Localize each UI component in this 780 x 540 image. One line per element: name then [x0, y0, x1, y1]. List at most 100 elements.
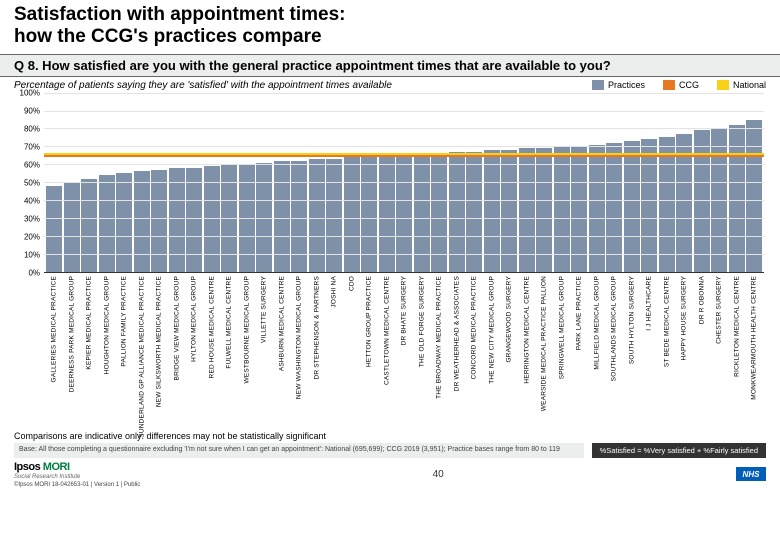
- bar: [624, 141, 640, 272]
- x-label-text: DR BHATE SURGERY: [401, 276, 408, 345]
- x-label-text: CHESTER SURGERY: [716, 276, 723, 344]
- bar: [134, 171, 150, 271]
- legend-swatch-practices: [592, 80, 604, 90]
- x-label: CDO: [344, 276, 360, 428]
- x-label: SOUTH HYLTON SURGERY: [624, 276, 640, 428]
- x-label: BRIDGE VIEW MEDICAL GROUP: [169, 276, 185, 428]
- bar: [169, 168, 185, 272]
- mori-word: MORI: [43, 461, 70, 473]
- x-label: ST BEDE MEDICAL CENTRE: [659, 276, 675, 428]
- national-line: [44, 153, 764, 155]
- x-label-text: SPRINGWELL MEDICAL GROUP: [558, 276, 565, 379]
- x-label: GALLERIES MEDICAL PRACTICE: [46, 276, 62, 428]
- x-label: ASHBURN MEDICAL CENTRE: [274, 276, 290, 428]
- y-tick: 80%: [24, 124, 40, 133]
- x-label: SPRINGWELL MEDICAL GROUP: [554, 276, 570, 428]
- x-label: THE BROADWAY MEDICAL PRACTICE: [431, 276, 447, 428]
- chart: 0%10%20%30%40%50%60%70%80%90%100% GALLER…: [14, 93, 766, 428]
- x-label: HOUGHTON MEDICAL GROUP: [99, 276, 115, 428]
- y-tick: 90%: [24, 106, 40, 115]
- page-title: Satisfaction with appointment times:how …: [14, 4, 766, 48]
- branding: Ipsos MORI Social Research Institute ©Ip…: [14, 461, 140, 488]
- x-label-text: HYLTON MEDICAL GROUP: [191, 276, 198, 362]
- bar: [659, 137, 675, 271]
- x-label-text: MONKWEARMOUTH HEALTH CENTRE: [751, 276, 758, 400]
- sri-label: Social Research Institute: [14, 474, 140, 480]
- x-label-text: THE NEW CITY MEDICAL GROUP: [488, 276, 495, 384]
- bar: [99, 175, 115, 272]
- satisfied-note: %Satisfied = %Very satisfied + %Fairly s…: [592, 443, 766, 458]
- nhs-logo: NHS: [736, 467, 766, 481]
- x-label-text: HERRINGTON MEDICAL CENTRE: [523, 276, 530, 384]
- x-label: RICKLETON MEDICAL CENTRE: [729, 276, 745, 428]
- gridline: [44, 111, 764, 112]
- x-label: THE OLD FORGE SURGERY: [414, 276, 430, 428]
- x-label: I J HEALTHCARE: [641, 276, 657, 428]
- bar: [116, 173, 132, 271]
- bar: [151, 170, 167, 272]
- bar: [81, 179, 97, 272]
- x-label-text: NEW WASHINGTON MEDICAL GROUP: [296, 276, 303, 399]
- legend-ccg: CCG: [663, 80, 699, 90]
- x-label-text: BRIDGE VIEW MEDICAL GROUP: [173, 276, 180, 380]
- x-label-text: VILLETTE SURGERY: [261, 276, 268, 343]
- x-label-text: SUNDERLAND GP ALLIANCE MEDICAL PRACTICE: [138, 276, 145, 438]
- x-label-text: ASHBURN MEDICAL CENTRE: [278, 276, 285, 371]
- gridline: [44, 182, 764, 183]
- x-label: HERRINGTON MEDICAL CENTRE: [519, 276, 535, 428]
- footer-row: Base: All those completing a questionnai…: [0, 443, 780, 458]
- bottom-bar: Ipsos MORI Social Research Institute ©Ip…: [0, 458, 780, 488]
- y-tick: 50%: [24, 178, 40, 187]
- bar: [64, 182, 80, 272]
- bar: [641, 139, 657, 271]
- x-label-text: FULWELL MEDICAL CENTRE: [226, 276, 233, 369]
- x-label: NEW WASHINGTON MEDICAL GROUP: [291, 276, 307, 428]
- x-label-text: THE BROADWAY MEDICAL PRACTICE: [436, 276, 443, 399]
- bar: [46, 186, 62, 272]
- legend-swatch-national: [717, 80, 729, 90]
- x-label: WEARSIDE MEDICAL PRACTICE PALLION: [536, 276, 552, 428]
- subtitle-row: Percentage of patients saying they are '…: [0, 77, 780, 93]
- x-labels: GALLERIES MEDICAL PRACTICEDEERNESS PARK …: [44, 276, 764, 428]
- x-label-text: GRANGEWOOD SURGERY: [506, 276, 513, 363]
- legend-label-ccg: CCG: [679, 80, 699, 90]
- y-tick: 100%: [20, 88, 40, 97]
- gridline: [44, 128, 764, 129]
- plot-area: [44, 93, 764, 273]
- x-label-text: THE OLD FORGE SURGERY: [418, 276, 425, 367]
- x-label: CASTLETOWN MEDICAL CENTRE: [379, 276, 395, 428]
- y-tick: 60%: [24, 160, 40, 169]
- x-label-text: PARK LANE PRACTICE: [576, 276, 583, 350]
- y-tick: 20%: [24, 232, 40, 241]
- x-label: HAPPY HOUSE SURGERY: [676, 276, 692, 428]
- y-tick: 70%: [24, 142, 40, 151]
- x-label-text: I J HEALTHCARE: [646, 276, 653, 331]
- y-tick: 10%: [24, 250, 40, 259]
- x-label-text: CDO: [348, 276, 355, 291]
- gridline: [44, 200, 764, 201]
- x-label-text: WEARSIDE MEDICAL PRACTICE PALLION: [541, 276, 548, 411]
- x-label: CONCORD MEDICAL PRACTICE: [466, 276, 482, 428]
- gridline: [44, 254, 764, 255]
- bar: [746, 120, 762, 272]
- x-label: HYLTON MEDICAL GROUP: [186, 276, 202, 428]
- x-label-text: ST BEDE MEDICAL CENTRE: [663, 276, 670, 367]
- bar: [186, 168, 202, 272]
- bar: [606, 143, 622, 272]
- subtitle: Percentage of patients saying they are '…: [14, 80, 392, 91]
- x-label: DR R OBONNA: [694, 276, 710, 428]
- x-label: GRANGEWOOD SURGERY: [501, 276, 517, 428]
- legend-label-practices: Practices: [608, 80, 645, 90]
- bar: [274, 161, 290, 272]
- x-label-text: MILLFIELD MEDICAL GROUP: [593, 276, 600, 370]
- y-tick: 40%: [24, 196, 40, 205]
- x-label: VILLETTE SURGERY: [256, 276, 272, 428]
- gridline: [44, 93, 764, 94]
- ccg-line: [44, 155, 764, 157]
- y-tick: 30%: [24, 214, 40, 223]
- x-label: PARK LANE PRACTICE: [571, 276, 587, 428]
- comparison-note: Comparisons are indicative only: differe…: [0, 428, 780, 443]
- x-label: CHESTER SURGERY: [711, 276, 727, 428]
- x-label: MILLFIELD MEDICAL GROUP: [589, 276, 605, 428]
- x-label-text: WESTBOURNE MEDICAL GROUP: [243, 276, 250, 384]
